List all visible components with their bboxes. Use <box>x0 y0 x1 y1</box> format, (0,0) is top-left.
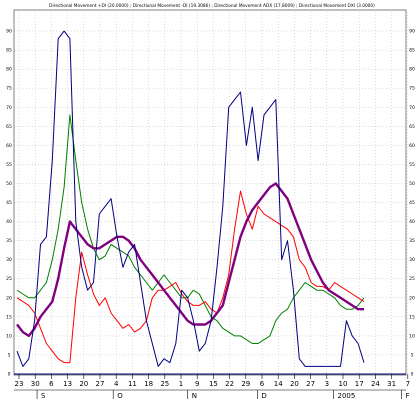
y-tick-label-right: 20 <box>409 295 415 301</box>
x-tick-label: 20 <box>79 380 88 388</box>
y-tick-label-right: 15 <box>409 314 415 320</box>
y-tick-label-right: 0 <box>411 372 414 378</box>
axes <box>13 9 409 399</box>
plot-frame <box>13 9 407 376</box>
x-tick-label: 11 <box>128 380 137 388</box>
y-tick-label-left: 0 <box>8 372 11 378</box>
y-tick-label-right: 60 <box>409 143 415 149</box>
y-tick-label-right: 30 <box>409 257 415 263</box>
y-tick-label-left: 40 <box>6 219 12 225</box>
x-tick-label: 25 <box>160 380 169 388</box>
x-tick-label: 18 <box>144 380 153 388</box>
month-label: S <box>41 392 46 400</box>
y-tick-label-left: 55 <box>6 162 12 168</box>
y-tick-label-left: 75 <box>6 86 12 92</box>
y-tick-label-right: 90 <box>409 29 415 35</box>
month-label: O <box>117 392 123 400</box>
y-tick-label-left: 5 <box>8 352 11 358</box>
y-tick-label-right: 40 <box>409 219 415 225</box>
x-tick-label: 10 <box>339 380 348 388</box>
x-tick-label: 3 <box>325 380 329 388</box>
grid-lines <box>14 12 409 375</box>
x-tick-label: 6 <box>49 380 54 388</box>
month-label: 2005 <box>338 392 356 400</box>
y-tick-label-left: 60 <box>6 143 12 149</box>
y-tick-label-left: 80 <box>6 67 12 73</box>
y-tick-label-right: 85 <box>409 48 415 54</box>
y-tick-label-right: 45 <box>409 200 415 206</box>
month-label: N <box>192 392 197 400</box>
y-tick-label-left: 10 <box>6 333 12 339</box>
y-tick-label-left: 20 <box>6 295 12 301</box>
x-tick-label: 29 <box>241 380 250 388</box>
x-tick-label: 1 <box>179 380 183 388</box>
x-tick-label: 23 <box>15 380 24 388</box>
y-tick-label-left: 70 <box>6 105 12 111</box>
series-lines <box>16 30 365 367</box>
y-tick-label-right: 35 <box>409 238 415 244</box>
y-tick-label-right: 5 <box>411 352 414 358</box>
x-tick-label: 14 <box>274 380 283 388</box>
y-tick-label-left: 90 <box>6 29 12 35</box>
y-tick-label-right: 55 <box>409 162 415 168</box>
y-tick-label-right: 75 <box>409 86 415 92</box>
y-tick-label-left: 15 <box>6 314 12 320</box>
x-tick-label: 24 <box>371 380 380 388</box>
x-tick-label: 27 <box>96 380 105 388</box>
x-tick-label: 15 <box>209 380 218 388</box>
y-tick-label-left: 85 <box>6 48 12 54</box>
x-tick-label: 9 <box>195 380 199 388</box>
y-tick-label-right: 25 <box>409 276 415 282</box>
x-tick-label: 20 <box>290 380 299 388</box>
series-line-dxi <box>16 30 365 367</box>
month-label: D <box>261 392 266 400</box>
y-tick-label-right: 70 <box>409 105 415 111</box>
y-tick-label-left: 65 <box>6 124 12 130</box>
y-tick-label-left: 45 <box>6 200 12 206</box>
y-tick-label-left: 50 <box>6 181 12 187</box>
series-line-adx <box>16 182 364 338</box>
x-tick-label: 27 <box>306 380 315 388</box>
series-line-di <box>16 114 365 344</box>
x-tick-label: 4 <box>114 380 119 388</box>
x-tick-label: 7 <box>406 380 410 388</box>
y-tick-label-left: 30 <box>6 257 12 263</box>
y-tick-label-right: 10 <box>409 333 415 339</box>
x-tick-label: 30 <box>31 380 40 388</box>
y-tick-label-right: 65 <box>409 124 415 130</box>
x-tick-label: 17 <box>355 380 364 388</box>
x-tick-label: 31 <box>387 380 396 388</box>
y-tick-label-left: 25 <box>6 276 12 282</box>
chart-title: Directional Movement +DI (20.0000) ; Dir… <box>49 3 375 9</box>
y-tick-label-left: 35 <box>6 238 12 244</box>
series-line-di <box>16 190 365 364</box>
month-label: F <box>406 392 410 400</box>
y-tick-label-right: 50 <box>409 181 415 187</box>
x-tick-label: 6 <box>260 380 265 388</box>
x-tick-label: 13 <box>63 380 72 388</box>
y-tick-label-right: 80 <box>409 67 415 73</box>
x-tick-label: 22 <box>225 380 234 388</box>
